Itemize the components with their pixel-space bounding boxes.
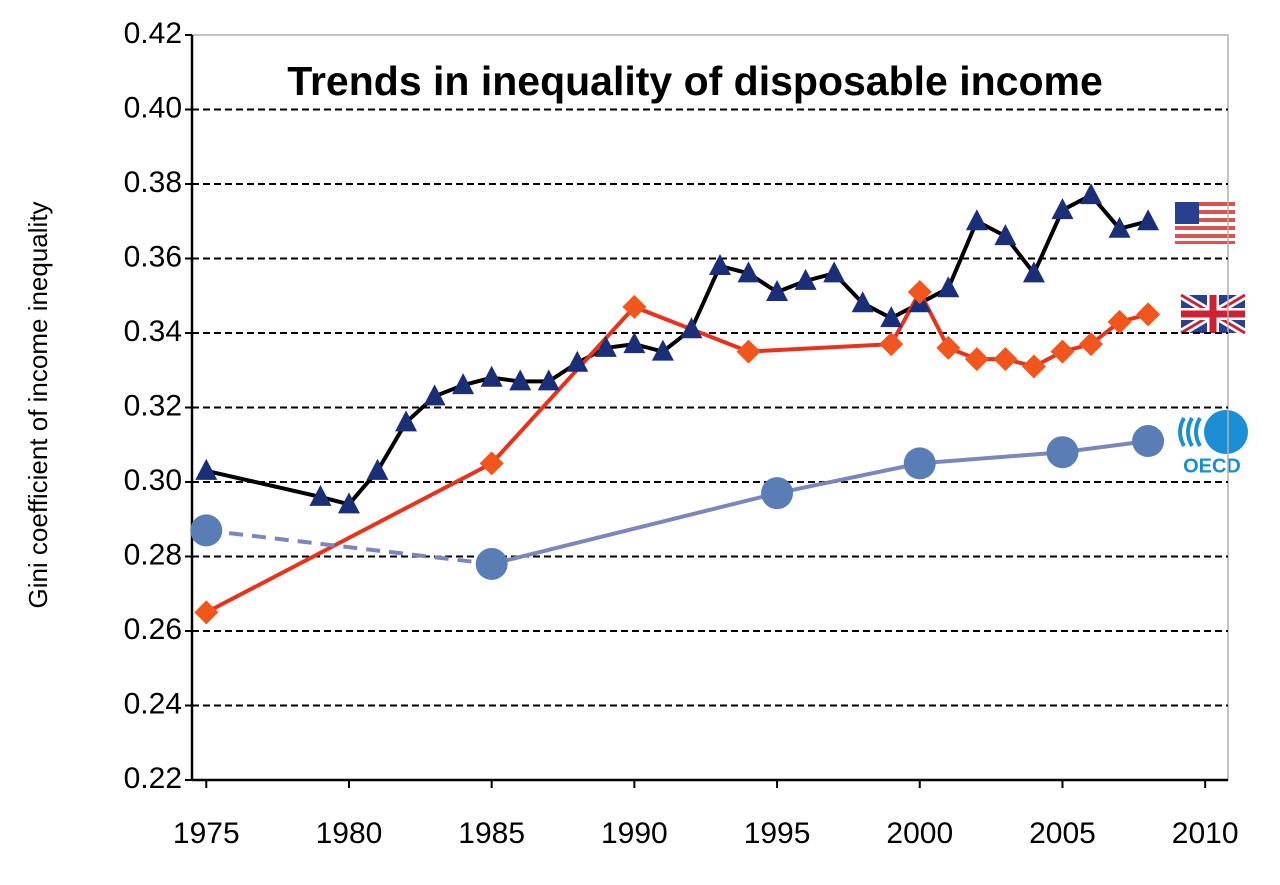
x-tick-label: 1985 — [458, 817, 525, 850]
x-tick-label: 2010 — [1172, 817, 1239, 850]
triangle-marker — [480, 365, 503, 387]
triangle-marker — [1022, 261, 1045, 283]
triangle-marker — [708, 253, 731, 275]
y-tick-label: 0.36 — [124, 240, 182, 273]
triangle-marker — [537, 369, 560, 391]
triangle-marker — [594, 335, 617, 357]
triangle-marker — [452, 373, 475, 395]
diamond-marker — [622, 294, 647, 319]
diamond-marker — [993, 347, 1018, 372]
y-tick-label: 0.24 — [124, 687, 182, 720]
triangle-marker — [566, 350, 589, 372]
y-tick-label: 0.42 — [124, 17, 182, 50]
legend-label: OECD — [1183, 455, 1241, 477]
y-tick-label: 0.34 — [124, 315, 182, 348]
oecd-logo: OECD — [1178, 410, 1248, 477]
diamond-marker — [907, 280, 932, 305]
circle-marker — [475, 547, 508, 580]
triangle-marker — [1080, 183, 1103, 205]
triangle-marker — [1137, 209, 1160, 231]
triangle-marker — [737, 261, 760, 283]
circle-marker — [190, 514, 223, 547]
diamond-marker — [964, 347, 989, 372]
y-tick-label: 0.28 — [124, 538, 182, 571]
triangle-marker — [509, 369, 532, 391]
y-tick-label: 0.32 — [124, 389, 182, 422]
triangle-marker — [1051, 198, 1074, 220]
x-tick-label: 1975 — [173, 817, 240, 850]
triangle-marker — [994, 224, 1017, 246]
circle-marker — [903, 447, 936, 480]
chart-title: Trends in inequality of disposable incom… — [287, 58, 1103, 104]
diamond-marker — [879, 332, 904, 357]
diamond-marker — [1136, 302, 1161, 327]
x-tick-label: 1990 — [601, 817, 668, 850]
triangle-marker — [965, 209, 988, 231]
triangle-marker — [937, 276, 960, 298]
diamond-marker — [194, 600, 219, 625]
diamond-marker — [1021, 354, 1046, 379]
triangle-marker — [880, 306, 903, 328]
circle-marker — [1132, 425, 1165, 458]
y-tick-label: 0.40 — [124, 91, 182, 124]
triangle-marker — [851, 291, 874, 313]
series-line-segment — [491, 491, 778, 566]
triangle-marker — [309, 484, 332, 506]
triangle-marker — [395, 410, 418, 432]
triangle-marker — [195, 458, 218, 480]
triangle-marker — [623, 332, 646, 354]
diamond-marker — [1079, 332, 1104, 357]
diamond-marker — [936, 335, 961, 360]
x-tick-label: 1980 — [316, 817, 383, 850]
triangle-marker — [337, 492, 360, 514]
y-axis-label: Gini coefficient of income inequality — [23, 201, 53, 608]
diamond-marker — [1050, 339, 1075, 364]
series-line-segment — [776, 461, 921, 496]
triangle-marker — [794, 268, 817, 290]
diamond-marker — [479, 451, 504, 476]
y-tick-label: 0.30 — [124, 464, 182, 497]
uk-flag-icon — [1178, 291, 1248, 337]
y-tick-label: 0.26 — [124, 613, 182, 646]
triangle-marker — [680, 317, 703, 339]
series-line-segment — [206, 528, 492, 566]
circle-marker — [1046, 436, 1079, 469]
y-tick-label: 0.22 — [124, 762, 182, 795]
series-line-segment — [919, 450, 1063, 466]
y-tick-label: 0.38 — [124, 166, 182, 199]
triangle-marker — [366, 458, 389, 480]
triangle-marker — [423, 384, 446, 406]
x-tick-label: 1995 — [744, 817, 811, 850]
triangle-marker — [651, 339, 674, 361]
triangle-marker — [823, 261, 846, 283]
triangle-marker — [1108, 216, 1131, 238]
x-tick-label: 2000 — [886, 817, 953, 850]
diamond-marker — [1107, 309, 1132, 334]
triangle-marker — [766, 280, 789, 302]
us-flag-icon — [1175, 202, 1235, 244]
circle-marker — [761, 477, 794, 510]
x-tick-label: 2005 — [1029, 817, 1096, 850]
diamond-marker — [736, 339, 761, 364]
